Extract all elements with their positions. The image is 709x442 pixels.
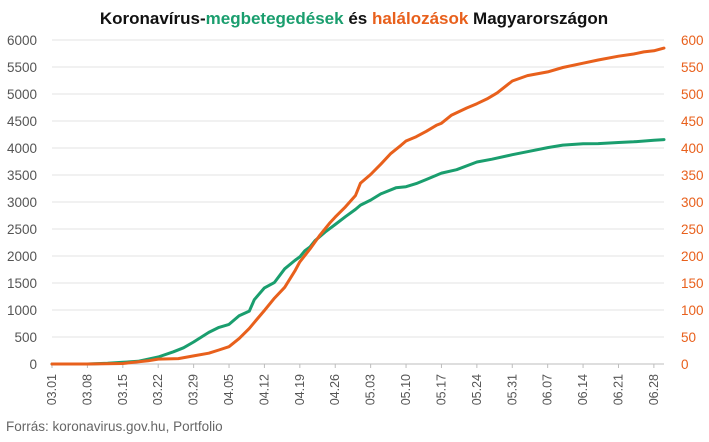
right-y-axis: 0 50 100 150 200 250 300 350 400 450 500 550 600 bbox=[681, 33, 704, 372]
x-tick-label: 03.22 bbox=[151, 374, 165, 405]
right-tick-label: 200 bbox=[681, 249, 704, 264]
title-part-4: halálozások bbox=[372, 9, 469, 28]
title-part-1: Koronavírus- bbox=[100, 9, 206, 28]
x-tick-label: 04.12 bbox=[257, 374, 271, 405]
x-tick-label: 03.01 bbox=[45, 374, 59, 405]
left-tick-label: 1500 bbox=[7, 276, 37, 291]
right-tick-label: 50 bbox=[681, 330, 696, 345]
left-y-axis: 0 500 1000 1500 2000 2500 3000 3500 4000 4500 5000… bbox=[7, 33, 37, 372]
right-tick-label: 350 bbox=[681, 168, 704, 183]
title-part-3: és bbox=[344, 9, 372, 28]
right-tick-label: 500 bbox=[681, 87, 704, 102]
x-tick-label: 06.14 bbox=[576, 374, 590, 405]
x-tick-label: 04.26 bbox=[328, 374, 342, 405]
series-line-2 bbox=[50, 46, 666, 366]
left-tick-label: 0 bbox=[29, 357, 37, 372]
right-tick-label: 0 bbox=[681, 357, 689, 372]
right-tick-label: 300 bbox=[681, 195, 704, 210]
right-tick-label: 150 bbox=[681, 276, 704, 291]
source-note: Forrás: koronavirus.gov.hu, Portfolio bbox=[6, 419, 223, 434]
x-tick-label: 05.31 bbox=[505, 374, 519, 405]
series-lines bbox=[50, 46, 666, 366]
left-tick-label: 3500 bbox=[7, 168, 37, 183]
left-tick-label: 5500 bbox=[7, 60, 37, 75]
left-tick-label: 4000 bbox=[7, 141, 37, 156]
right-tick-label: 250 bbox=[681, 222, 704, 237]
x-tick-label: 05.17 bbox=[434, 374, 448, 405]
x-tick-label: 04.19 bbox=[293, 374, 307, 405]
left-tick-label: 6000 bbox=[7, 33, 37, 48]
gridlines bbox=[52, 39, 664, 338]
left-tick-label: 2500 bbox=[7, 222, 37, 237]
x-tick-label: 05.03 bbox=[364, 374, 378, 405]
x-tick-label: 06.07 bbox=[541, 374, 555, 405]
x-tick-label: 06.28 bbox=[647, 374, 661, 405]
right-tick-label: 450 bbox=[681, 114, 704, 129]
x-tick-label: 03.15 bbox=[116, 374, 130, 405]
left-tick-label: 1000 bbox=[7, 303, 37, 318]
series-line-1 bbox=[50, 138, 666, 366]
x-tick-label: 05.10 bbox=[399, 374, 413, 405]
x-tick-label: 05.24 bbox=[470, 374, 484, 405]
right-tick-label: 550 bbox=[681, 60, 704, 75]
chart-title: Koronavírus-megbetegedések és halálozáso… bbox=[100, 9, 608, 28]
title-part-2: megbetegedések bbox=[206, 9, 344, 28]
x-tick-label: 04.05 bbox=[222, 374, 236, 405]
left-tick-label: 2000 bbox=[7, 249, 37, 264]
x-tick-label: 03.29 bbox=[187, 374, 201, 405]
title-part-5: Magyarországon bbox=[468, 9, 608, 28]
left-tick-label: 500 bbox=[14, 330, 37, 345]
left-tick-label: 3000 bbox=[7, 195, 37, 210]
right-tick-label: 400 bbox=[681, 141, 704, 156]
left-tick-label: 5000 bbox=[7, 87, 37, 102]
left-tick-label: 4500 bbox=[7, 114, 37, 129]
x-tick-label: 03.08 bbox=[80, 374, 94, 405]
x-axis: 03.01 03.08 03.15 03.22 03.29 04.05 04.12 04.19… bbox=[45, 363, 664, 405]
right-tick-label: 600 bbox=[681, 33, 704, 48]
x-tick-label: 06.21 bbox=[611, 374, 625, 405]
right-tick-label: 100 bbox=[681, 303, 704, 318]
